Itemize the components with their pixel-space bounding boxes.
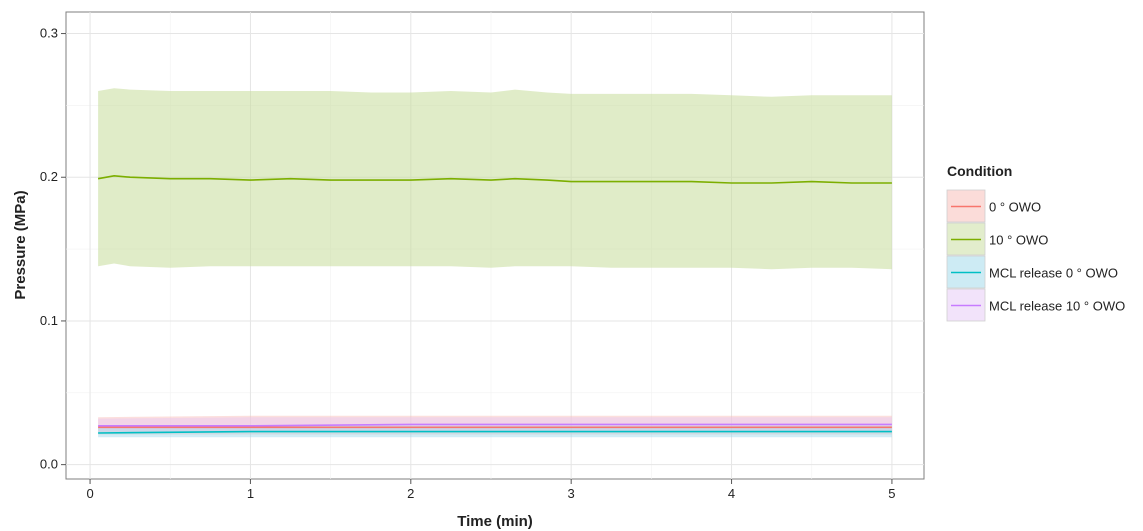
legend-label: 10 ° OWO (989, 233, 1048, 248)
legend-label: MCL release 10 ° OWO (989, 299, 1125, 314)
legend-label: 0 ° OWO (989, 200, 1041, 215)
series-line-3 (98, 430, 892, 434)
y-tick-label: 0.3 (40, 26, 58, 41)
x-tick-label: 1 (247, 486, 254, 501)
y-tick-label: 0.1 (40, 313, 58, 328)
y-tick-label: 0.2 (40, 169, 58, 184)
band-2 (98, 88, 892, 270)
x-tick-label: 0 (86, 486, 93, 501)
legend: Condition 0 ° OWO 10 ° OWO MCL release 0 °… (946, 163, 1125, 322)
x-tick-label: 5 (888, 486, 895, 501)
legend-label: MCL release 0 ° OWO (989, 266, 1118, 281)
series-line-2 (97, 174, 892, 184)
x-tick-label: 4 (728, 486, 735, 501)
y-tick-label: 0.0 (40, 457, 58, 472)
y-axis-label: Pressure (MPa) (12, 190, 29, 299)
legend-title: Condition (947, 163, 1012, 179)
x-tick-label: 2 (407, 486, 414, 501)
x-tick-label: 3 (568, 486, 575, 501)
ribbon-layer (98, 88, 892, 438)
x-axis-label: Time (min) (457, 513, 533, 530)
series-line-4 (98, 423, 892, 427)
line-layer (97, 174, 892, 434)
axes: 0 1 2 3 4 5 0.0 0.1 0.2 0.3 (40, 26, 896, 501)
